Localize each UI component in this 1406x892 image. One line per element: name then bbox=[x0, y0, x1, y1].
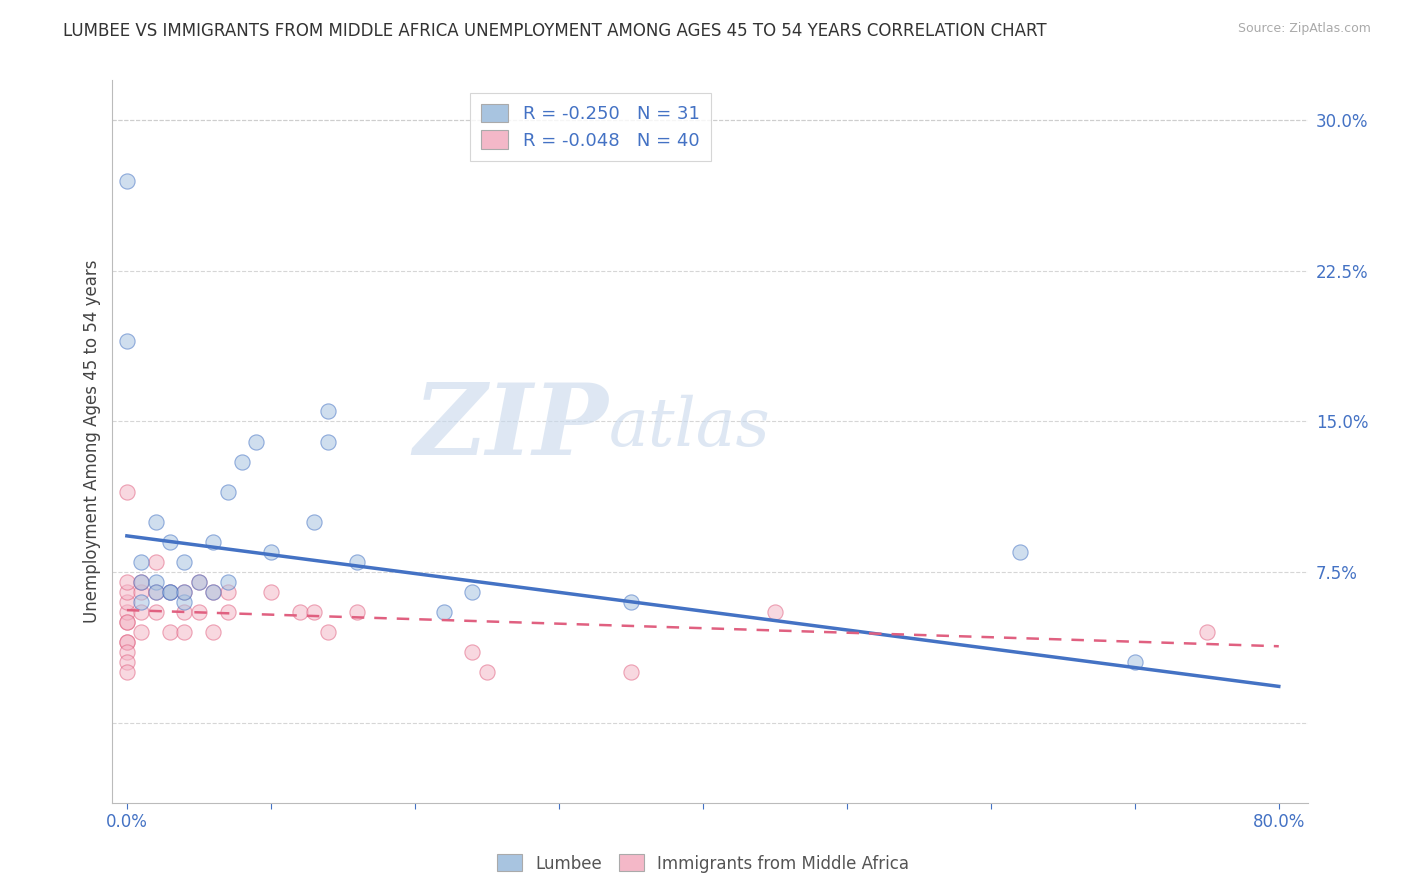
Point bbox=[129, 605, 152, 619]
Legend: R = -0.250   N = 31, R = -0.048   N = 40: R = -0.250 N = 31, R = -0.048 N = 40 bbox=[471, 93, 710, 161]
Point bbox=[115, 615, 138, 630]
Point bbox=[217, 484, 239, 499]
Point bbox=[202, 585, 225, 599]
Point bbox=[173, 585, 195, 599]
Point bbox=[202, 585, 225, 599]
Point bbox=[202, 534, 225, 549]
Point bbox=[115, 173, 138, 187]
Point bbox=[288, 605, 311, 619]
Point bbox=[159, 625, 181, 640]
Point bbox=[620, 595, 643, 609]
Point bbox=[159, 534, 181, 549]
Point bbox=[115, 645, 138, 659]
Point bbox=[115, 605, 138, 619]
Point bbox=[260, 585, 283, 599]
Point bbox=[173, 605, 195, 619]
Point bbox=[260, 545, 283, 559]
Legend: Lumbee, Immigrants from Middle Africa: Lumbee, Immigrants from Middle Africa bbox=[491, 847, 915, 880]
Point bbox=[145, 585, 167, 599]
Point bbox=[763, 605, 786, 619]
Point bbox=[159, 585, 181, 599]
Point bbox=[129, 574, 152, 589]
Point bbox=[318, 625, 340, 640]
Point bbox=[245, 434, 267, 449]
Point bbox=[302, 605, 325, 619]
Point bbox=[461, 645, 484, 659]
Point bbox=[115, 484, 138, 499]
Point bbox=[433, 605, 456, 619]
Point bbox=[1195, 625, 1218, 640]
Point bbox=[217, 585, 239, 599]
Point bbox=[1123, 655, 1146, 669]
Point bbox=[115, 665, 138, 680]
Point bbox=[346, 605, 368, 619]
Text: Source: ZipAtlas.com: Source: ZipAtlas.com bbox=[1237, 22, 1371, 36]
Point bbox=[129, 574, 152, 589]
Point bbox=[145, 555, 167, 569]
Text: LUMBEE VS IMMIGRANTS FROM MIDDLE AFRICA UNEMPLOYMENT AMONG AGES 45 TO 54 YEARS C: LUMBEE VS IMMIGRANTS FROM MIDDLE AFRICA … bbox=[63, 22, 1047, 40]
Point bbox=[115, 595, 138, 609]
Point bbox=[1008, 545, 1031, 559]
Point bbox=[129, 585, 152, 599]
Text: ZIP: ZIP bbox=[413, 379, 609, 475]
Point bbox=[115, 574, 138, 589]
Point bbox=[115, 334, 138, 349]
Point bbox=[187, 574, 209, 589]
Point bbox=[115, 655, 138, 669]
Y-axis label: Unemployment Among Ages 45 to 54 years: Unemployment Among Ages 45 to 54 years bbox=[83, 260, 101, 624]
Point bbox=[217, 605, 239, 619]
Point bbox=[620, 665, 643, 680]
Point bbox=[173, 595, 195, 609]
Point bbox=[159, 585, 181, 599]
Point bbox=[115, 585, 138, 599]
Point bbox=[187, 574, 209, 589]
Point bbox=[129, 555, 152, 569]
Point bbox=[475, 665, 498, 680]
Point bbox=[115, 635, 138, 649]
Point bbox=[129, 625, 152, 640]
Point bbox=[318, 404, 340, 418]
Point bbox=[461, 585, 484, 599]
Point bbox=[346, 555, 368, 569]
Text: atlas: atlas bbox=[609, 394, 770, 459]
Point bbox=[145, 585, 167, 599]
Point bbox=[231, 455, 253, 469]
Point bbox=[318, 434, 340, 449]
Point bbox=[145, 605, 167, 619]
Point bbox=[145, 574, 167, 589]
Point bbox=[217, 574, 239, 589]
Point bbox=[145, 515, 167, 529]
Point bbox=[173, 625, 195, 640]
Point bbox=[173, 555, 195, 569]
Point bbox=[129, 595, 152, 609]
Point bbox=[202, 625, 225, 640]
Point bbox=[115, 635, 138, 649]
Point bbox=[302, 515, 325, 529]
Point bbox=[159, 585, 181, 599]
Point bbox=[115, 615, 138, 630]
Point bbox=[187, 605, 209, 619]
Point bbox=[173, 585, 195, 599]
